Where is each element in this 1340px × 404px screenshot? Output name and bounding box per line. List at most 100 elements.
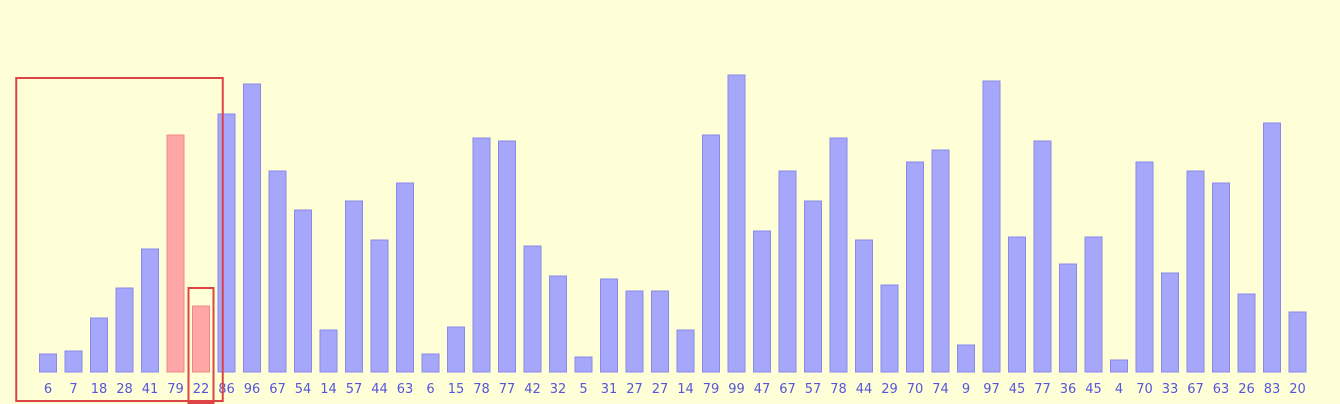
bar-0	[39, 353, 57, 373]
selection-boxes-layer	[15, 77, 224, 404]
bar-15	[421, 353, 440, 373]
tick-label-28: 47	[754, 382, 771, 397]
bar-42	[1110, 359, 1128, 373]
tick-label-5: 79	[167, 382, 184, 397]
tick-label-18: 77	[499, 382, 516, 397]
tick-label-0: 6	[44, 382, 52, 397]
bar-5	[166, 134, 185, 373]
bar-34	[906, 161, 924, 373]
tick-label-1: 7	[69, 382, 77, 397]
bar-30	[804, 200, 822, 373]
bar-9	[268, 170, 287, 373]
bar-49	[1288, 311, 1307, 373]
tick-label-26: 79	[703, 382, 720, 397]
tick-label-36: 9	[962, 382, 970, 397]
tick-label-47: 26	[1238, 382, 1255, 397]
bar-32	[855, 239, 873, 373]
bar-20	[549, 275, 567, 373]
tick-label-27: 99	[728, 382, 745, 397]
bar-3	[115, 287, 134, 373]
bar-24	[651, 290, 669, 373]
tick-label-49: 20	[1289, 382, 1306, 397]
bar-41	[1084, 236, 1103, 373]
tick-label-44: 33	[1162, 382, 1179, 397]
bar-35	[931, 149, 950, 373]
bar-37	[982, 80, 1001, 373]
tick-label-48: 83	[1264, 382, 1281, 397]
bar-43	[1135, 161, 1154, 373]
tick-label-40: 36	[1060, 382, 1077, 397]
bar-12	[345, 200, 363, 373]
tick-labels-layer: 6 7 18 28 41 79 22 86 96 67 54 14 57 44 63 6 15 78 77 42 32 5…	[44, 382, 1306, 397]
bar-38	[1008, 236, 1026, 373]
tick-label-8: 96	[244, 382, 261, 397]
tick-label-33: 29	[881, 382, 898, 397]
tick-label-22: 31	[601, 382, 618, 397]
bar-21	[574, 356, 593, 373]
tick-label-13: 44	[371, 382, 388, 397]
bar-44	[1161, 272, 1179, 373]
tick-label-30: 57	[805, 382, 822, 397]
bar-29	[778, 170, 797, 373]
tick-label-25: 14	[677, 382, 694, 397]
tick-label-37: 97	[983, 382, 1000, 397]
tick-label-43: 70	[1136, 382, 1153, 397]
bar-7	[217, 113, 236, 373]
tick-label-15: 6	[426, 382, 434, 397]
bar-14	[396, 182, 414, 373]
bar-26	[702, 134, 720, 373]
tick-label-16: 15	[448, 382, 465, 397]
tick-label-24: 27	[652, 382, 669, 397]
tick-label-7: 86	[218, 382, 235, 397]
bar-1	[64, 350, 83, 373]
bar-33	[880, 284, 899, 373]
tick-label-10: 54	[295, 382, 312, 397]
bar-48	[1263, 122, 1281, 373]
bar-22	[600, 278, 618, 373]
bar-40	[1059, 263, 1077, 373]
tick-label-35: 74	[932, 382, 949, 397]
tick-label-9: 67	[269, 382, 286, 397]
bar-27	[727, 74, 746, 373]
tick-label-6: 22	[193, 382, 210, 397]
bar-17	[472, 137, 491, 373]
bar-47	[1237, 293, 1256, 373]
bar-8	[243, 83, 261, 373]
bar-28	[753, 230, 771, 373]
bar-23	[625, 290, 644, 373]
bar-46	[1212, 182, 1230, 373]
tick-label-20: 32	[550, 382, 567, 397]
bar-36	[957, 344, 975, 373]
tick-label-2: 18	[91, 382, 108, 397]
tick-label-4: 41	[142, 382, 159, 397]
tick-label-14: 63	[397, 382, 414, 397]
bar-13	[370, 239, 389, 373]
bar-6	[192, 305, 210, 373]
tick-label-3: 28	[116, 382, 133, 397]
tick-label-34: 70	[907, 382, 924, 397]
tick-label-31: 78	[830, 382, 847, 397]
tick-label-12: 57	[346, 382, 363, 397]
tick-label-11: 14	[320, 382, 337, 397]
tick-label-39: 77	[1034, 382, 1051, 397]
tick-label-23: 27	[626, 382, 643, 397]
tick-label-21: 5	[579, 382, 587, 397]
sorted-region-box	[15, 77, 224, 402]
tick-label-41: 45	[1085, 382, 1102, 397]
bar-10	[294, 209, 312, 373]
bar-18	[498, 140, 516, 373]
bar-11	[319, 329, 338, 373]
tick-label-46: 63	[1213, 382, 1230, 397]
bar-45	[1186, 170, 1205, 373]
tick-label-19: 42	[524, 382, 541, 397]
tick-label-42: 4	[1115, 382, 1123, 397]
bar-31	[829, 137, 848, 373]
tick-label-45: 67	[1187, 382, 1204, 397]
tick-label-29: 67	[779, 382, 796, 397]
tick-label-38: 45	[1009, 382, 1026, 397]
bar-4	[141, 248, 159, 373]
tick-label-17: 78	[473, 382, 490, 397]
bar-25	[676, 329, 695, 373]
bar-39	[1033, 140, 1052, 373]
